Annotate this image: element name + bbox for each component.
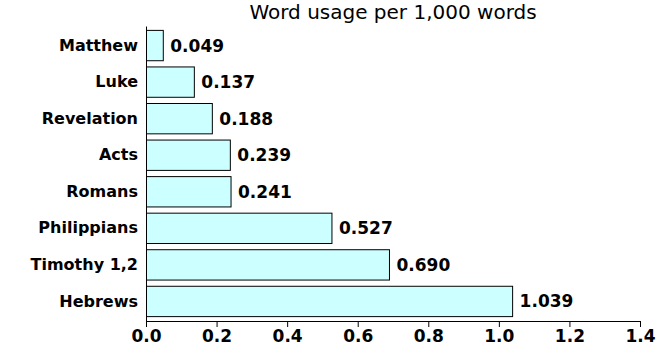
y-tick-label: Luke <box>95 72 138 91</box>
data-label: 0.690 <box>396 255 450 275</box>
x-tick-label: 0.0 <box>131 326 161 346</box>
bar <box>146 250 389 280</box>
y-tick: Matthew <box>59 36 146 55</box>
x-tick-label: 0.6 <box>343 326 373 346</box>
x-tick: 0.6 <box>343 321 373 346</box>
x-tick: 0.2 <box>202 321 232 346</box>
y-tick-label: Philippians <box>38 218 138 237</box>
x-tick-label: 0.2 <box>202 326 232 346</box>
x-axis: 0.0 0.2 0.4 0.6 0.8 1.0 1.2 1.4 <box>131 321 655 346</box>
bar <box>146 30 163 60</box>
data-label: 0.049 <box>170 36 224 56</box>
data-label: 0.241 <box>238 182 292 202</box>
bar <box>146 177 231 207</box>
y-tick-label: Revelation <box>42 109 138 128</box>
bar <box>146 213 332 243</box>
data-labels: 0.049 0.137 0.188 0.239 0.241 0.5270.690 1.039 <box>170 36 573 312</box>
y-axis: Matthew Luke Revelation Acts Romans Philippia… <box>31 27 147 322</box>
data-label: 0.239 <box>237 145 291 165</box>
bar <box>146 67 194 97</box>
x-tick-label: 0.4 <box>273 326 303 346</box>
y-tick: Luke <box>95 72 146 91</box>
x-tick: 0.0 <box>131 321 161 346</box>
x-tick: 0.4 <box>273 321 303 346</box>
x-tick-label: 1.0 <box>484 326 514 346</box>
bars <box>146 30 513 316</box>
y-axis-line <box>146 27 147 322</box>
x-tick: 1.4 <box>625 321 655 346</box>
data-label: 0.188 <box>219 109 273 129</box>
y-tick-label: Matthew <box>59 36 138 55</box>
y-tick: Philippians <box>38 218 146 237</box>
chart: 0.0 0.2 0.4 0.6 0.8 1.0 1.2 1.4 Matthew Luke Revel… <box>0 0 659 363</box>
x-tick: 1.2 <box>555 321 585 346</box>
x-tick: 1.0 <box>484 321 514 346</box>
bar <box>146 286 513 316</box>
y-tick-label: Acts <box>99 145 138 164</box>
y-tick: Timothy 1,2 <box>31 255 146 274</box>
y-tick-label: Hebrews <box>59 292 138 311</box>
x-tick: 0.8 <box>414 321 444 346</box>
y-tick: Romans <box>66 182 146 201</box>
data-label: 1.039 <box>520 291 574 311</box>
data-label: 0.137 <box>201 72 255 92</box>
y-tick: Revelation <box>42 109 146 128</box>
x-tick-label: 0.8 <box>414 326 444 346</box>
x-tick-label: 1.4 <box>625 326 655 346</box>
y-tick: Hebrews <box>59 292 146 311</box>
bar <box>146 103 212 133</box>
x-tick-label: 1.2 <box>555 326 585 346</box>
y-tick: Acts <box>99 145 146 164</box>
title: Word usage per 1,000 words <box>249 0 536 24</box>
y-tick-label: Romans <box>66 182 138 201</box>
plot: 0.0 0.2 0.4 0.6 0.8 1.0 1.2 1.4 Matthew Luke Revel… <box>31 27 656 347</box>
y-tick-label: Timothy 1,2 <box>31 255 138 274</box>
bar <box>146 140 230 170</box>
data-label: 0.527 <box>339 218 393 238</box>
